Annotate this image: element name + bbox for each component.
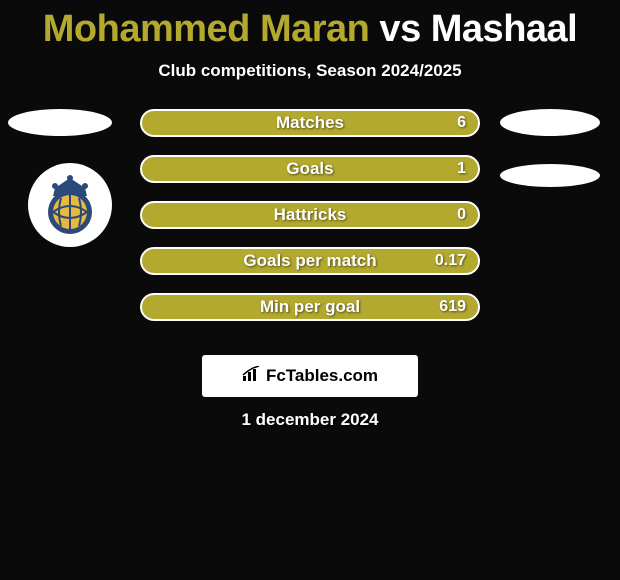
attribution-badge: FcTables.com [202, 355, 418, 397]
stat-bar: Matches6 [140, 109, 480, 137]
subtitle: Club competitions, Season 2024/2025 [0, 61, 620, 81]
stat-bar-value: 1 [457, 157, 466, 181]
chart-icon [242, 366, 262, 387]
left-player-crest [28, 163, 112, 247]
stat-bar-label: Goals per match [142, 249, 478, 273]
title-player-left: Mohammed Maran [43, 8, 370, 50]
stat-bars: Matches6Goals1Hattricks0Goals per match0… [140, 109, 480, 339]
stat-bar-value: 619 [439, 295, 466, 319]
stat-bar-label: Hattricks [142, 203, 478, 227]
stat-bar-label: Matches [142, 111, 478, 135]
stat-bar-label: Min per goal [142, 295, 478, 319]
stat-bar-value: 0.17 [435, 249, 466, 273]
infographic-root: Mohammed Maran vs Mashaal Club competiti… [0, 0, 620, 580]
title-vs: vs [369, 8, 430, 50]
stat-bar: Goals1 [140, 155, 480, 183]
stat-bar-value: 0 [457, 203, 466, 227]
date-text: 1 december 2024 [0, 410, 620, 430]
right-player-ellipse-1 [500, 109, 600, 136]
title-player-right: Mashaal [431, 8, 577, 50]
stat-bar-value: 6 [457, 111, 466, 135]
stat-bar-label: Goals [142, 157, 478, 181]
right-player-ellipse-2 [500, 164, 600, 187]
stat-bar: Hattricks0 [140, 201, 480, 229]
attribution-text: FcTables.com [266, 366, 378, 386]
left-player-ellipse [8, 109, 112, 136]
club-crest-icon [35, 170, 105, 240]
page-title: Mohammed Maran vs Mashaal [0, 0, 620, 51]
stat-bar: Goals per match0.17 [140, 247, 480, 275]
comparison-area: Matches6Goals1Hattricks0Goals per match0… [0, 109, 620, 349]
stat-bar: Min per goal619 [140, 293, 480, 321]
